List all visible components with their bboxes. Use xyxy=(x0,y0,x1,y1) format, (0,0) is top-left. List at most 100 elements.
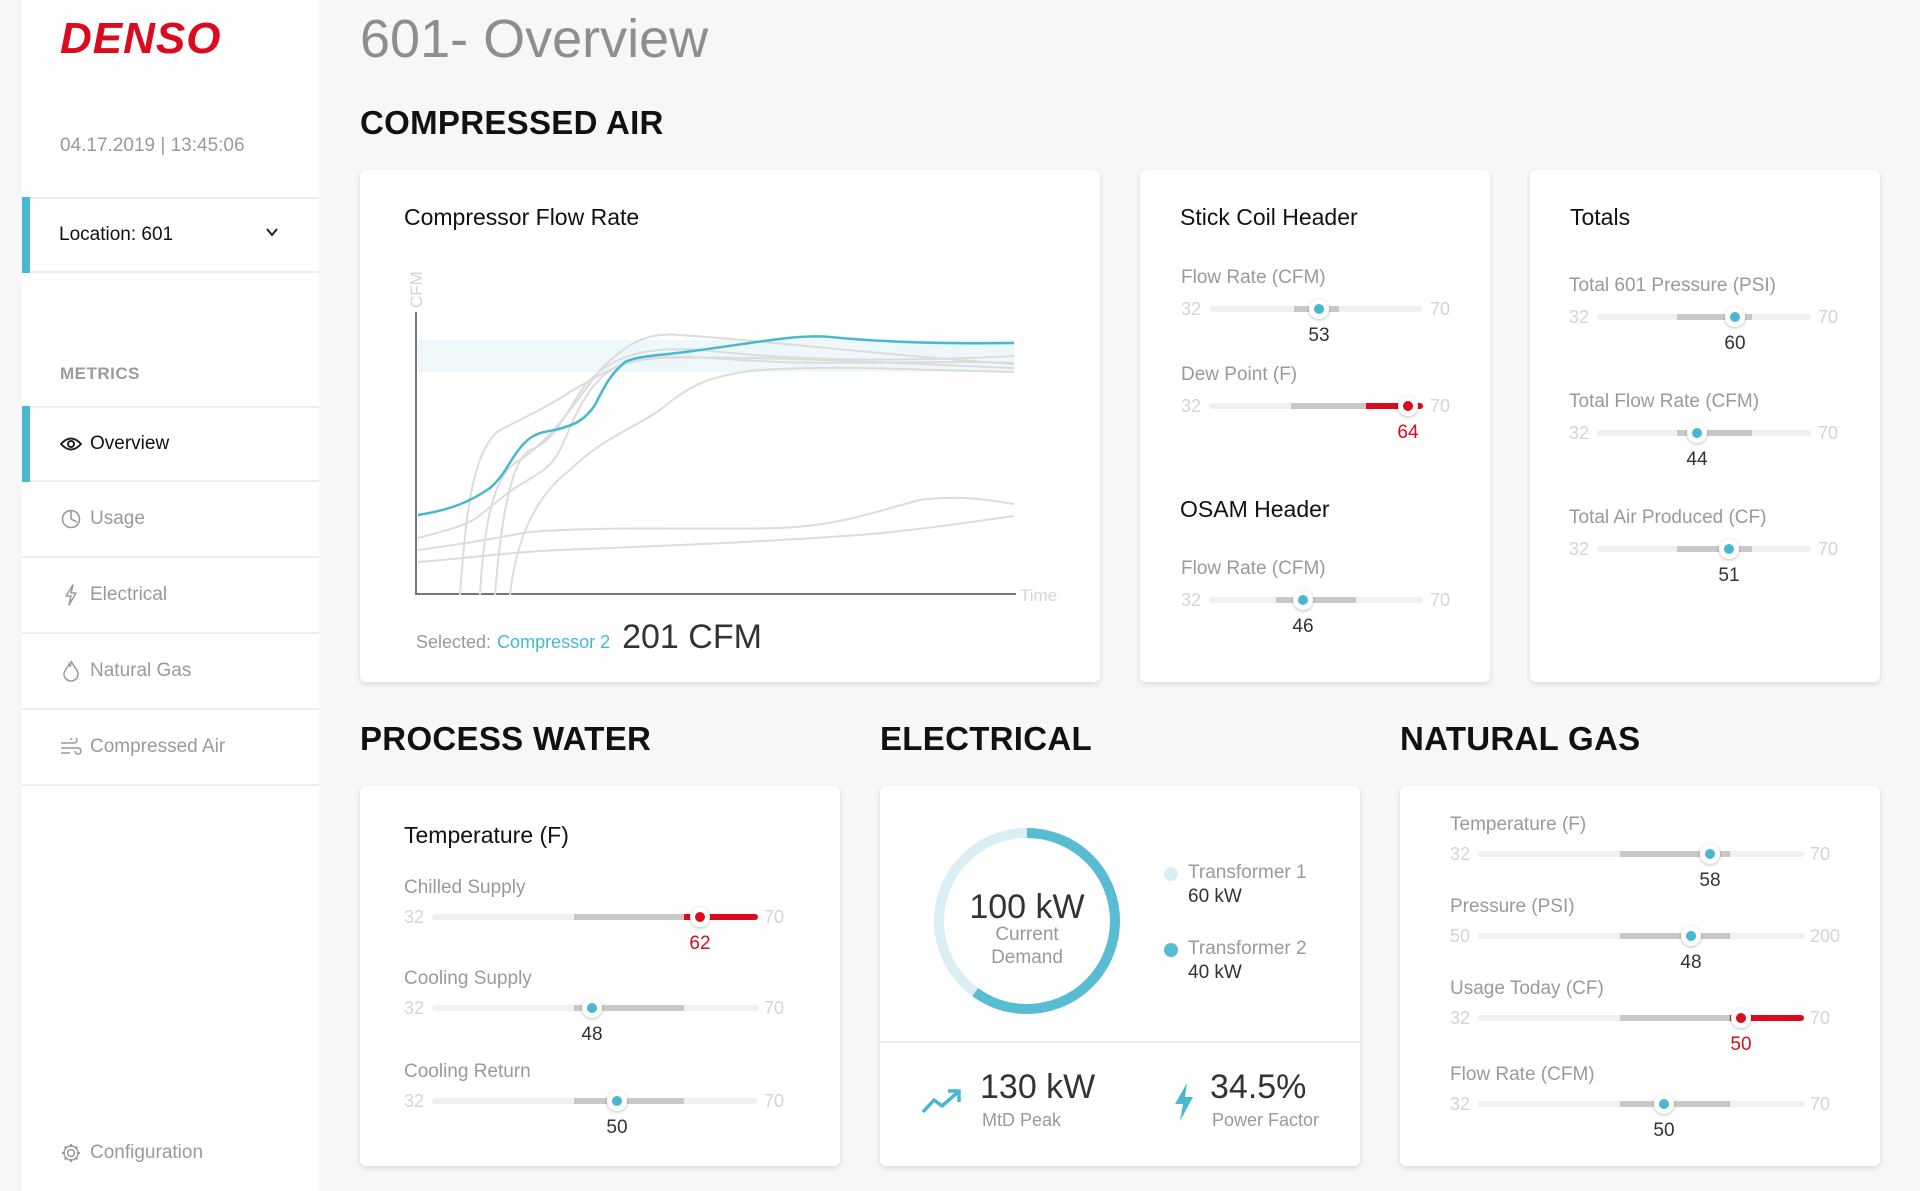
slider-range xyxy=(1291,403,1366,409)
donut-arc-transformer-1 xyxy=(934,828,1120,1014)
location-label: Location: 601 xyxy=(59,224,174,245)
slider-value: 50 xyxy=(1730,1034,1752,1055)
slider-value: 50 xyxy=(1653,1120,1675,1141)
slider-range xyxy=(1677,546,1752,552)
configuration-link[interactable]: Configuration xyxy=(60,1142,203,1164)
metric-label: Cooling Return xyxy=(404,1061,531,1082)
series-line-gray xyxy=(417,496,1015,551)
transformer-2-value: 40 kW xyxy=(1188,962,1242,983)
stick-coil-osam-card: Stick Coil Header Flow Rate (CFM) 32 70 … xyxy=(1140,170,1490,682)
legend-dot-transformer-2 xyxy=(1164,943,1178,957)
sidebar-item-label: Usage xyxy=(90,508,145,529)
slider-alert-range xyxy=(1366,403,1423,409)
slider-max: 70 xyxy=(1810,1008,1831,1028)
metric-label: Total Air Produced (CF) xyxy=(1569,507,1767,528)
slider-knob xyxy=(690,907,710,927)
metric-label: Pressure (PSI) xyxy=(1450,896,1575,917)
slider-knob xyxy=(1398,396,1418,416)
location-select[interactable]: Location: 601 xyxy=(22,197,319,273)
metric-label: Total Flow Rate (CFM) xyxy=(1569,391,1760,412)
slider-osam-flow-rate: 32 70 46 xyxy=(1181,588,1451,637)
series-line-gray xyxy=(479,333,1015,596)
trend-up-icon xyxy=(921,1089,961,1114)
slider-min: 32 xyxy=(1450,844,1471,864)
sidebar: DENSO 04.17.2019 | 13:45:06 Location: 60… xyxy=(22,0,319,1191)
slider-stick-coil-flow-rate: 32 70 53 xyxy=(1181,297,1451,346)
slider-alert-range xyxy=(1730,1015,1804,1021)
sidebar-item-electrical[interactable]: Electrical xyxy=(22,558,319,634)
slider-range xyxy=(574,914,684,920)
sidebar-item-usage[interactable]: Usage xyxy=(22,482,319,558)
section-compressed-air: COMPRESSED AIR xyxy=(360,104,664,141)
slider-gas-usage-today: 32 70 50 xyxy=(1450,1006,1850,1055)
clock-pie-icon xyxy=(60,508,82,530)
series-line-gray xyxy=(459,356,1015,596)
page-title: 601- Overview xyxy=(360,9,709,69)
slider-value: 62 xyxy=(689,933,711,954)
slider-value: 48 xyxy=(581,1024,603,1045)
slider-max: 70 xyxy=(764,1091,785,1111)
divider xyxy=(880,1041,1360,1043)
chevron-down-icon xyxy=(266,228,278,237)
slider-range xyxy=(574,1098,684,1104)
slider-range xyxy=(1620,851,1730,857)
selected-compressor-link[interactable]: Compressor 2 xyxy=(497,632,611,652)
slider-max: 70 xyxy=(1810,844,1831,864)
slider-min: 32 xyxy=(1569,423,1590,443)
y-axis-label: CFM xyxy=(407,271,426,308)
slider-min: 32 xyxy=(404,907,425,927)
sidebar-item-overview[interactable]: Overview xyxy=(22,406,319,482)
slider-value: 53 xyxy=(1308,325,1330,346)
metric-label: Total 601 Pressure (PSI) xyxy=(1569,275,1776,296)
slider-value: 48 xyxy=(1680,952,1702,973)
series-line-gray xyxy=(417,515,1015,563)
slider-knob xyxy=(607,1091,627,1111)
gear-icon xyxy=(60,1142,82,1164)
transformer-1-name: Transformer 1 xyxy=(1188,862,1307,883)
wind-icon xyxy=(60,736,82,758)
metric-label: Cooling Supply xyxy=(404,968,532,989)
slider-range xyxy=(574,1005,684,1011)
active-accent xyxy=(22,406,30,482)
slider-total-air-produced: 32 70 51 xyxy=(1569,537,1839,586)
slider-min: 32 xyxy=(1569,539,1590,559)
sidebar-item-compressed-air[interactable]: Compressed Air xyxy=(22,710,319,786)
totals-card: Totals Total 601 Pressure (PSI) 32 70 60… xyxy=(1530,170,1880,682)
demand-label-2: Demand xyxy=(991,947,1063,968)
slider-knob xyxy=(1654,1094,1674,1114)
slider-knob xyxy=(1731,1008,1751,1028)
datetime: 04.17.2019 | 13:45:06 xyxy=(60,135,245,156)
slider-min: 50 xyxy=(1450,926,1471,946)
slider-value: 44 xyxy=(1686,449,1708,470)
power-factor-label: Power Factor xyxy=(1212,1110,1320,1130)
slider-alert-range xyxy=(684,914,758,920)
sidebar-item-label: Overview xyxy=(90,433,170,454)
metric-label: Flow Rate (CFM) xyxy=(1181,267,1326,288)
slider-min: 32 xyxy=(404,998,425,1018)
metric-label: Temperature (F) xyxy=(1450,814,1587,835)
power-factor-value: 34.5% xyxy=(1210,1068,1307,1106)
sidebar-item-label: Natural Gas xyxy=(90,660,192,681)
slider-value: 64 xyxy=(1397,422,1419,443)
slider-range xyxy=(1677,314,1752,320)
slider-gas-flow-rate: 32 70 50 xyxy=(1450,1092,1850,1141)
series-line-gray xyxy=(509,366,1015,596)
slider-gas-pressure: 50 200 48 xyxy=(1450,924,1860,973)
slider-max: 70 xyxy=(1818,423,1839,443)
transformer-2-name: Transformer 2 xyxy=(1188,938,1307,959)
transformer-1-value: 60 kW xyxy=(1188,886,1242,907)
slider-total-pressure: 32 70 60 xyxy=(1569,305,1839,354)
slider-value: 50 xyxy=(606,1117,628,1138)
card-title: Stick Coil Header xyxy=(1180,204,1358,230)
sidebar-item-natural-gas[interactable]: Natural Gas xyxy=(22,634,319,710)
flow-rate-chart: CFM Time xyxy=(407,271,1057,605)
selected-label: Selected: xyxy=(416,632,492,652)
electrical-card: 100 kW Current Demand Transformer 1 60 k… xyxy=(880,786,1360,1166)
metric-label: Usage Today (CF) xyxy=(1450,978,1604,999)
metric-label: Flow Rate (CFM) xyxy=(1450,1064,1595,1085)
metric-label: Flow Rate (CFM) xyxy=(1181,558,1326,579)
slider-value: 60 xyxy=(1724,333,1746,354)
demand-label-1: Current xyxy=(995,924,1059,945)
slider-knob xyxy=(1700,844,1720,864)
slider-min: 32 xyxy=(1181,590,1202,610)
